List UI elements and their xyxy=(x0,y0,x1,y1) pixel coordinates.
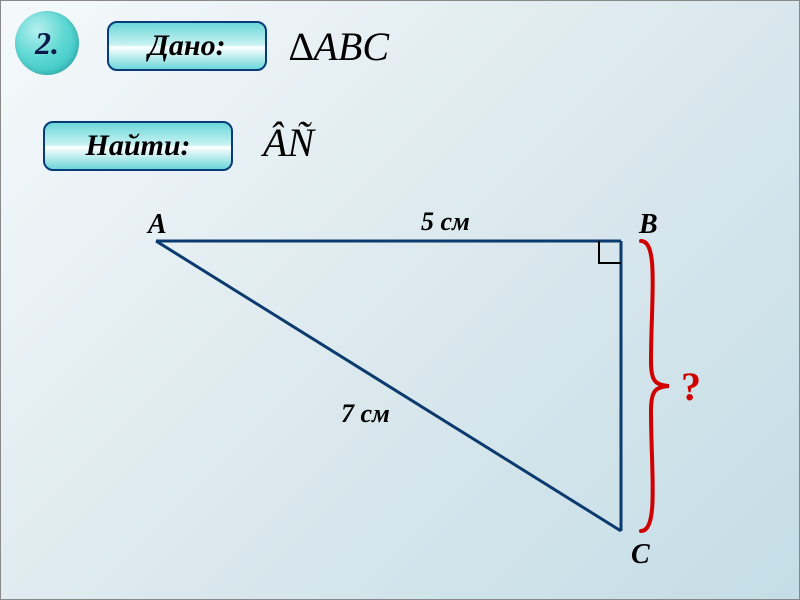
right-angle-marker xyxy=(599,241,621,263)
brace-bc xyxy=(641,241,669,531)
vertex-B-label: B xyxy=(639,209,658,241)
vertex-C-label: C xyxy=(631,539,650,571)
question-mark: ? xyxy=(681,363,701,410)
triangle-diagram xyxy=(1,1,800,600)
side-AC xyxy=(156,241,621,531)
vertex-A-label: A xyxy=(148,209,167,241)
side-AC-label: 7 см xyxy=(341,399,390,429)
side-AB-label: 5 см xyxy=(421,207,470,237)
